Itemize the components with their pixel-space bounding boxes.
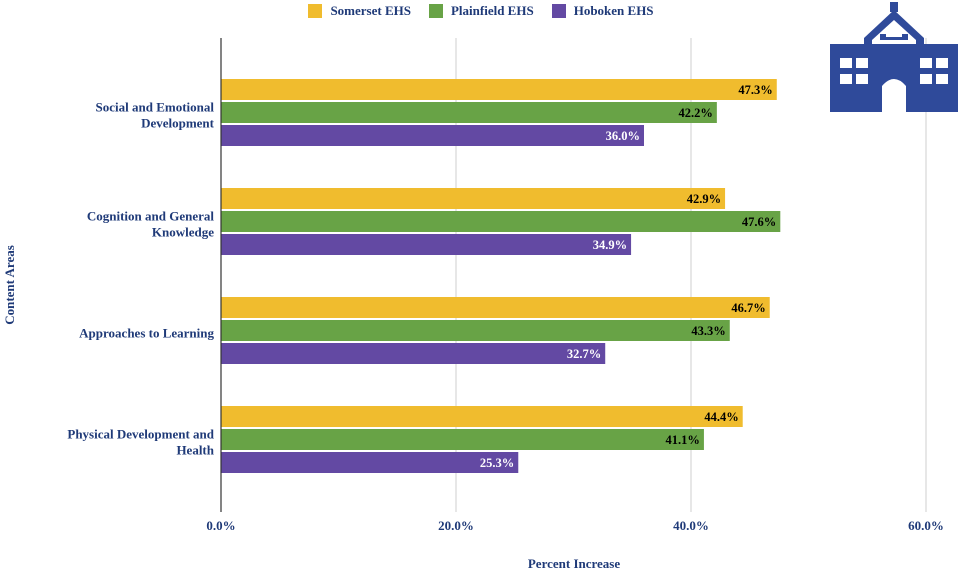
legend-label-plainfield: Plainfield EHS <box>450 3 534 18</box>
data-label: 34.9% <box>593 238 627 252</box>
bar-somerset-ehs-cognition-and-general-knowledge <box>221 188 726 209</box>
bar-plainfield-ehs-social-and-emotional-development <box>221 102 717 123</box>
category-label: Physical Development and <box>67 427 214 442</box>
legend-label-hoboken: Hoboken EHS <box>573 3 654 18</box>
legend-item-somerset: Somerset EHS <box>308 3 411 19</box>
legend-swatch-somerset <box>308 4 323 18</box>
data-label: 42.2% <box>678 106 712 120</box>
x-tick-label: 60.0% <box>908 518 944 533</box>
category-label: Development <box>141 116 215 131</box>
x-tick-label: 0.0% <box>206 518 235 533</box>
data-label: 32.7% <box>567 347 601 361</box>
bar-hoboken-ehs-approaches-to-learning <box>221 343 606 364</box>
bar-plainfield-ehs-approaches-to-learning <box>221 320 730 341</box>
data-label: 36.0% <box>606 129 640 143</box>
x-tick-label: 20.0% <box>438 518 474 533</box>
legend-swatch-hoboken <box>551 4 566 18</box>
x-axis-title: Percent Increase <box>527 556 621 571</box>
data-label: 47.6% <box>742 215 776 229</box>
category-label: Approaches to Learning <box>79 326 214 341</box>
bar-hoboken-ehs-social-and-emotional-development <box>221 125 644 146</box>
legend-item-hoboken: Hoboken EHS <box>551 3 654 19</box>
bar-plainfield-ehs-cognition-and-general-knowledge <box>221 211 781 232</box>
category-label: Social and Emotional <box>96 100 215 115</box>
bar-hoboken-ehs-cognition-and-general-knowledge <box>221 234 632 255</box>
data-label: 46.7% <box>731 301 765 315</box>
data-label: 44.4% <box>704 410 738 424</box>
x-tick-label: 40.0% <box>673 518 709 533</box>
data-label: 41.1% <box>666 433 700 447</box>
legend-label-somerset: Somerset EHS <box>330 3 411 18</box>
category-label: Knowledge <box>152 225 214 240</box>
bar-hoboken-ehs-physical-development-and-health <box>221 452 519 473</box>
category-label: Cognition and General <box>87 209 215 224</box>
y-axis-title: Content Areas <box>2 245 17 325</box>
bar-somerset-ehs-approaches-to-learning <box>221 297 770 318</box>
school-building-icon <box>830 2 958 112</box>
bar-somerset-ehs-social-and-emotional-development <box>221 79 777 100</box>
legend-swatch-plainfield <box>428 4 443 18</box>
data-label: 42.9% <box>687 192 721 206</box>
legend-item-plainfield: Plainfield EHS <box>428 3 534 19</box>
data-label: 25.3% <box>480 456 514 470</box>
chart-legend: Somerset EHS Plainfield EHS Hoboken EHS <box>0 3 962 19</box>
data-label: 43.3% <box>691 324 725 338</box>
bar-somerset-ehs-physical-development-and-health <box>221 406 743 427</box>
data-label: 47.3% <box>738 83 772 97</box>
bar-plainfield-ehs-physical-development-and-health <box>221 429 704 450</box>
category-label: Health <box>176 443 214 458</box>
